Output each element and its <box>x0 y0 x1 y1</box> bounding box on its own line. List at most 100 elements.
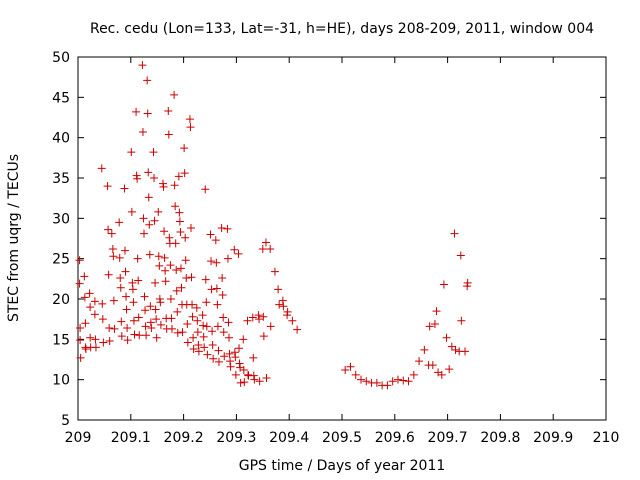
data-point-marker <box>159 182 168 191</box>
y-axis-label: STEC from uqrg / TECUs <box>6 154 22 322</box>
x-axis-ticks: 209 209.1 209.2 209.3 209.4 209.5 209.6 209.7 20… <box>65 57 619 446</box>
data-point-marker <box>231 353 240 362</box>
data-point-marker <box>76 336 85 345</box>
data-point-marker <box>255 377 264 386</box>
data-point-marker <box>117 317 126 326</box>
data-point-marker <box>103 182 112 191</box>
data-point-marker <box>159 179 168 188</box>
data-point-marker <box>141 306 150 315</box>
data-point-marker <box>132 171 141 180</box>
data-point-marker <box>235 344 244 353</box>
data-point-marker <box>91 335 100 344</box>
data-point-marker <box>409 370 418 379</box>
data-point-marker <box>156 298 165 307</box>
data-point-marker <box>341 365 350 374</box>
x-tick-label: 209.9 <box>533 430 573 446</box>
data-point-marker <box>86 303 95 312</box>
data-point-marker <box>108 244 117 253</box>
data-point-marker <box>351 370 360 379</box>
data-point-marker <box>274 285 283 294</box>
data-point-marker <box>181 256 190 265</box>
x-tick-label: 209.3 <box>216 430 256 446</box>
data-point-marker <box>171 239 180 248</box>
data-point-marker <box>150 174 159 182</box>
y-tick-label: 10 <box>52 373 70 389</box>
plot-area-frame <box>77 56 607 421</box>
data-point-marker <box>262 374 271 383</box>
data-point-marker <box>175 208 184 217</box>
data-point-marker <box>120 184 129 193</box>
data-point-marker <box>259 332 268 341</box>
data-point-marker <box>90 310 99 319</box>
data-point-marker <box>207 285 216 294</box>
data-point-marker <box>244 370 253 379</box>
data-point-marker <box>193 328 202 337</box>
data-point-marker <box>167 324 176 333</box>
data-point-marker <box>288 316 297 325</box>
data-point-marker <box>139 214 148 223</box>
data-point-marker <box>218 274 227 283</box>
data-point-marker <box>183 338 192 347</box>
data-point-marker <box>456 251 465 260</box>
data-point-marker <box>86 333 95 342</box>
data-point-marker <box>388 377 397 386</box>
data-point-marker <box>75 256 84 265</box>
data-point-marker <box>75 279 84 288</box>
data-point-marker <box>203 350 212 359</box>
y-tick-label: 35 <box>52 171 70 187</box>
data-point-marker <box>81 345 90 354</box>
data-point-marker <box>258 244 267 253</box>
data-point-marker <box>266 322 275 331</box>
x-axis-label: GPS time / Days of year 2011 <box>239 458 446 474</box>
data-point-marker <box>439 280 448 289</box>
data-point-marker <box>199 332 208 341</box>
y-tick-label: 5 <box>61 413 70 429</box>
data-point-marker <box>198 311 207 320</box>
data-point-marker <box>214 357 223 366</box>
data-point-marker <box>104 270 113 279</box>
data-point-marker <box>98 315 107 324</box>
data-point-marker <box>463 282 472 291</box>
data-point-marker <box>239 365 248 374</box>
data-point-marker <box>122 292 131 301</box>
data-point-marker <box>275 300 284 309</box>
data-point-marker <box>144 168 153 177</box>
data-point-marker <box>97 164 106 173</box>
data-point-marker <box>76 324 85 333</box>
y-tick-label: 20 <box>52 292 70 308</box>
data-point-marker <box>383 381 392 390</box>
data-point-marker <box>415 357 424 366</box>
chart-title: Rec. cedu (Lon=133, Lat=-31, h=HE), days… <box>90 21 594 37</box>
data-point-marker <box>99 338 108 347</box>
data-point-marker <box>117 332 126 341</box>
x-tick-label: 209.1 <box>111 430 151 446</box>
data-point-marker <box>259 312 268 321</box>
data-point-marker <box>154 207 163 216</box>
data-point-marker <box>254 311 263 320</box>
data-point-marker <box>134 276 143 285</box>
data-point-marker <box>172 286 181 295</box>
data-point-marker <box>283 307 292 316</box>
data-point-marker <box>293 325 302 334</box>
y-tick-label: 45 <box>52 90 70 106</box>
data-point-marker <box>151 278 160 287</box>
y-axis-ticks: 5 10 15 20 25 30 35 40 45 50 <box>52 50 606 429</box>
data-point-marker <box>147 324 156 333</box>
data-point-marker <box>194 340 203 349</box>
data-point-marker <box>172 265 181 274</box>
data-point-marker <box>201 185 210 194</box>
data-point-marker <box>261 238 270 247</box>
data-point-marker <box>193 316 202 325</box>
data-point-marker <box>154 252 163 261</box>
data-point-marker <box>428 361 437 370</box>
data-point-marker <box>185 115 194 124</box>
data-point-marker <box>183 320 192 329</box>
data-point-marker <box>220 352 229 361</box>
data-point-marker <box>127 207 136 216</box>
data-point-marker <box>194 347 203 356</box>
data-point-marker <box>209 354 218 363</box>
data-point-marker <box>76 353 85 362</box>
data-point-marker <box>225 349 234 358</box>
data-point-marker <box>279 302 288 311</box>
data-point-marker <box>138 61 147 70</box>
